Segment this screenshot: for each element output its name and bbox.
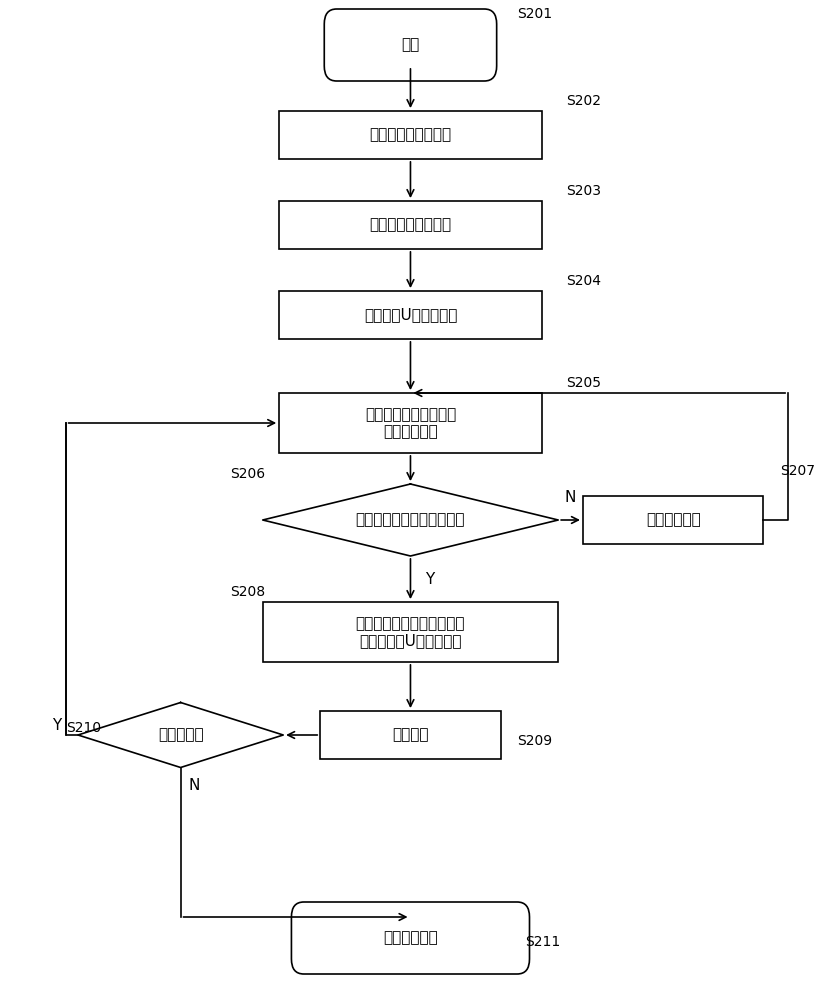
Text: Y: Y (52, 718, 62, 732)
FancyBboxPatch shape (292, 902, 530, 974)
FancyBboxPatch shape (279, 201, 542, 249)
Text: 收到新文件访问请求: 收到新文件访问请求 (369, 127, 452, 142)
Text: 还有请求？: 还有请求？ (157, 728, 204, 742)
Text: S201: S201 (517, 7, 552, 21)
Text: 处理请求: 处理请求 (392, 728, 428, 742)
FancyBboxPatch shape (583, 496, 764, 544)
Polygon shape (78, 702, 283, 768)
FancyBboxPatch shape (321, 711, 501, 759)
Text: S210: S210 (66, 720, 101, 734)
FancyBboxPatch shape (263, 602, 558, 662)
Text: S203: S203 (566, 184, 602, 198)
Text: S208: S208 (230, 585, 265, 599)
Text: 开始: 开始 (401, 37, 419, 52)
Text: S211: S211 (526, 935, 560, 949)
FancyBboxPatch shape (325, 9, 497, 81)
Text: S206: S206 (230, 467, 265, 481)
Text: S205: S205 (566, 376, 602, 390)
Text: S207: S207 (780, 464, 815, 478)
Text: S202: S202 (566, 94, 602, 108)
Text: 修改虚拟U盘文件系统: 修改虚拟U盘文件系统 (363, 308, 457, 322)
Text: 文件访问结束: 文件访问结束 (383, 930, 438, 946)
Text: N: N (565, 490, 576, 505)
Text: N: N (189, 778, 200, 792)
Text: 获取文件的网络地址: 获取文件的网络地址 (369, 218, 452, 232)
FancyBboxPatch shape (279, 291, 542, 339)
FancyBboxPatch shape (279, 393, 542, 453)
Text: 网络数据缓冲区还有数据？: 网络数据缓冲区还有数据？ (356, 512, 466, 528)
FancyBboxPatch shape (279, 111, 542, 159)
Text: 发送空数据包: 发送空数据包 (646, 512, 700, 528)
Text: 读取文件数据，存入网
络数据缓冲区: 读取文件数据，存入网 络数据缓冲区 (365, 407, 456, 439)
Polygon shape (263, 484, 558, 556)
Text: 将网络数据缓冲区中的数据
写入至虚拟U盘文件系统: 将网络数据缓冲区中的数据 写入至虚拟U盘文件系统 (356, 616, 466, 648)
Text: S204: S204 (566, 274, 602, 288)
Text: Y: Y (425, 571, 434, 586)
Text: S209: S209 (517, 734, 552, 748)
